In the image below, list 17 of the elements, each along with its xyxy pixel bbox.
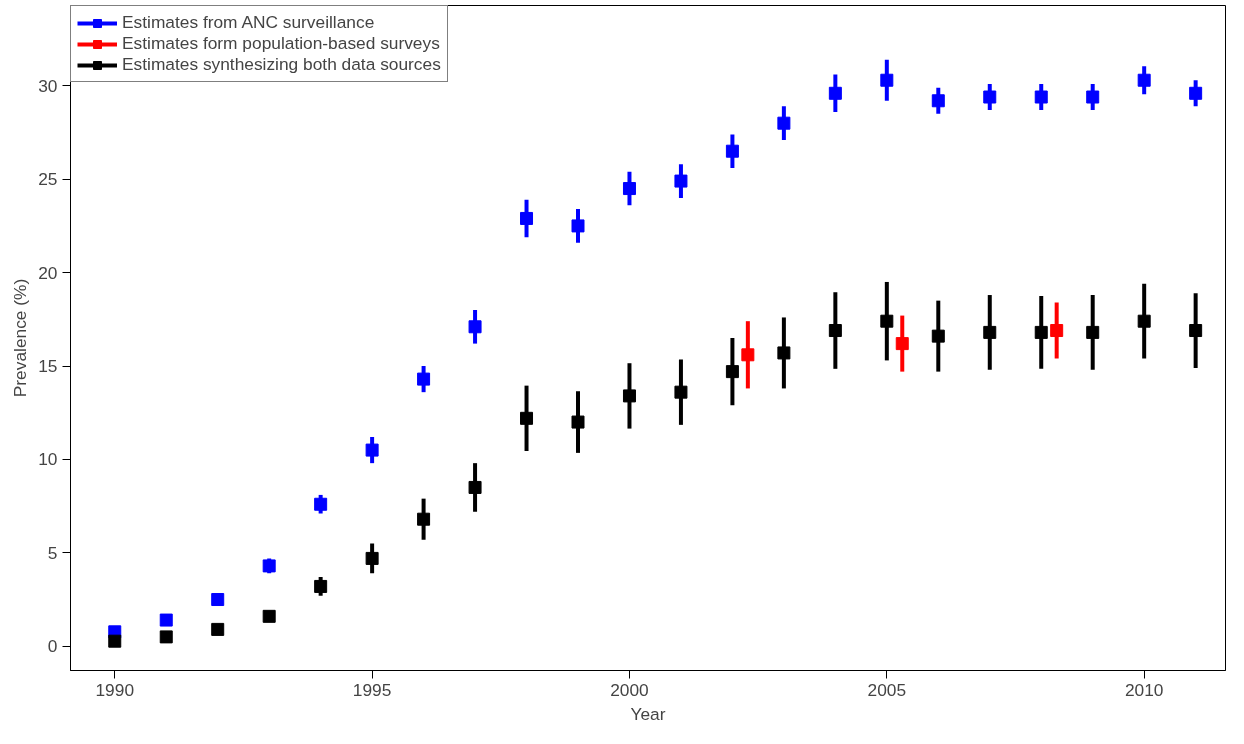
x-tick-label: 1990 (95, 679, 135, 700)
y-tick-label: 30 (38, 75, 58, 96)
legend-label: Estimates synthesizing both data sources (122, 54, 441, 75)
y-axis-title: Prevalence (%) (10, 278, 31, 398)
y-tick-label: 0 (47, 636, 58, 657)
y-tick-label: 20 (38, 262, 58, 283)
y-tick-label: 10 (38, 449, 58, 470)
y-tick-label: 5 (47, 542, 58, 563)
x-tick-label: 1995 (352, 679, 392, 700)
x-tick-label: 2000 (610, 679, 649, 700)
y-tick-label: 15 (38, 356, 58, 377)
x-tick-label: 2005 (867, 679, 907, 700)
legend-label: Estimates from ANC surveillance (122, 12, 375, 33)
y-tick-label: 25 (38, 169, 58, 190)
x-tick-label: 2010 (1124, 679, 1164, 700)
legend-label: Estimates form population-based surveys (122, 33, 440, 54)
x-axis-title: Year (630, 703, 666, 724)
